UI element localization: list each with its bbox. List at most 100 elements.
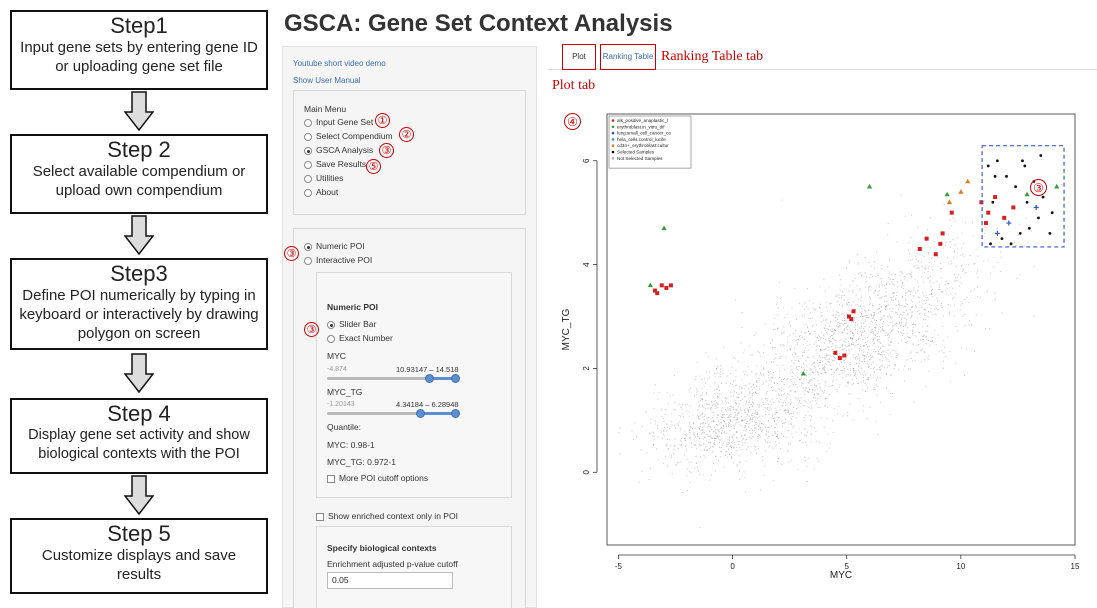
down-arrow-icon xyxy=(124,215,154,256)
plot-tab-annotation: Plot tab xyxy=(552,78,596,93)
cutoff-input[interactable]: 0.05 xyxy=(327,572,453,589)
user-manual-link[interactable]: Show User Manual xyxy=(293,76,361,85)
menu-item-utilities[interactable]: Utilities xyxy=(316,173,344,183)
legend-entry: erythroblast.in_vitro_dif xyxy=(617,124,665,129)
quantile-label: Quantile: xyxy=(327,422,362,432)
data-point xyxy=(1014,185,1018,189)
data-point xyxy=(994,230,1000,236)
data-point xyxy=(842,353,847,358)
exact-number-radio[interactable] xyxy=(327,335,335,343)
data-point xyxy=(1000,237,1004,241)
myc-slider-label: MYC xyxy=(327,351,346,361)
annotation-marker-3: ③ xyxy=(304,322,319,337)
data-point xyxy=(983,221,988,226)
legend-entry: Not Selected Samples xyxy=(617,156,663,161)
x-tick-label: 0 xyxy=(730,562,735,571)
data-point xyxy=(979,200,984,205)
annotation-marker-2: ② xyxy=(399,127,414,142)
menu-radio-save-results[interactable] xyxy=(304,161,312,169)
scatter-plot[interactable]: -5 0 5 10 15 0 2 4 6 alk_positive_anaplastic_ler… xyxy=(555,100,1095,590)
x-axis-label: MYC xyxy=(830,570,852,581)
numeric-poi-title: Numeric POI xyxy=(327,302,379,312)
tab-plot[interactable]: Plot xyxy=(562,44,596,70)
data-point xyxy=(924,236,929,241)
more-cutoff-checkbox[interactable] xyxy=(327,475,335,483)
step-2-box: Step 2 Select available compendium or up… xyxy=(10,134,268,214)
legend-swatch xyxy=(611,131,615,135)
data-point xyxy=(837,356,842,361)
menu-item-gsca-analysis[interactable]: GSCA Analysis xyxy=(316,145,374,155)
slider-bar-radio[interactable] xyxy=(327,321,335,329)
app-title: GSCA: Gene Set Context Analysis xyxy=(284,10,673,37)
exact-number-option[interactable]: Exact Number xyxy=(339,333,393,343)
show-enriched-label[interactable]: Show enriched context only in POI xyxy=(328,511,458,521)
numeric-poi-option[interactable]: Numeric POI xyxy=(316,241,365,251)
step-description: Define POI numerically by typing in keyb… xyxy=(19,287,259,342)
x-tick-label: 15 xyxy=(1071,562,1080,571)
menu-item-about[interactable]: About xyxy=(316,187,339,197)
annotation-marker-1: ① xyxy=(375,113,390,128)
myc-tg-slider-low-handle[interactable] xyxy=(416,409,426,418)
menu-radio-select-compendium[interactable] xyxy=(304,133,312,141)
myc-tg-slider-track[interactable] xyxy=(327,412,455,415)
menu-radio-utilities[interactable] xyxy=(304,175,312,183)
legend-entry: cd34+_erythroblast:cultur xyxy=(617,143,669,148)
numeric-poi-panel xyxy=(316,272,512,498)
myc-slider-track[interactable] xyxy=(327,377,455,380)
myc-slider-low-handle[interactable] xyxy=(425,374,435,383)
tab-ranking-table[interactable]: Ranking Table xyxy=(600,44,656,70)
poi-selection-box xyxy=(981,145,1065,248)
annotation-marker-4: ④ xyxy=(564,113,581,130)
menu-radio-input-gene-set[interactable] xyxy=(304,119,312,127)
legend-swatch xyxy=(611,119,615,122)
interactive-poi-radio[interactable] xyxy=(304,257,312,265)
x-tick-label: -5 xyxy=(615,562,623,571)
numeric-poi-radio[interactable] xyxy=(304,243,312,251)
interactive-poi-option[interactable]: Interactive POI xyxy=(316,255,373,265)
slider-bar-option[interactable]: Slider Bar xyxy=(339,319,377,329)
data-point xyxy=(851,309,856,314)
data-point xyxy=(652,288,657,293)
legend-swatch xyxy=(611,125,615,129)
step-title: Step1 xyxy=(110,13,168,38)
step-title: Step3 xyxy=(110,261,168,286)
data-point xyxy=(933,252,938,257)
step-description: Customize displays and save results xyxy=(41,547,237,583)
data-point xyxy=(989,242,992,246)
menu-radio-about[interactable] xyxy=(304,189,312,197)
plot-frame xyxy=(606,113,1076,546)
data-point xyxy=(659,283,664,288)
myc-tg-slider-min: -1.20143 xyxy=(327,401,355,408)
menu-radio-gsca-analysis[interactable] xyxy=(304,147,312,155)
step-description: Select available compendium or upload ow… xyxy=(32,163,246,199)
youtube-demo-link[interactable]: Youtube short video demo xyxy=(293,59,386,68)
show-enriched-checkbox[interactable] xyxy=(316,513,324,521)
more-cutoff-label[interactable]: More POI cutoff options xyxy=(339,473,429,483)
data-point xyxy=(664,285,669,290)
main-menu-title: Main Menu xyxy=(304,104,347,114)
data-point xyxy=(917,247,922,252)
data-point xyxy=(1018,232,1022,235)
data-point xyxy=(1005,174,1008,178)
step-title: Step 4 xyxy=(107,401,171,426)
myc-tg-slider-label: MYC_TG xyxy=(327,387,363,397)
menu-item-save-results[interactable]: Save Results xyxy=(316,159,367,169)
myc-slider-high-handle[interactable] xyxy=(451,374,460,383)
y-tick-label: 2 xyxy=(582,366,591,371)
menu-item-input-gene-set[interactable]: Input Gene Set xyxy=(316,117,374,127)
data-point xyxy=(833,350,838,355)
data-point xyxy=(938,241,943,246)
menu-item-select-compendium[interactable]: Select Compendium xyxy=(316,131,393,141)
myc-tg-slider-high-handle[interactable] xyxy=(451,409,460,418)
background-sample-points xyxy=(618,184,1063,529)
down-arrow-icon xyxy=(124,353,154,394)
data-point xyxy=(1023,164,1027,168)
data-point xyxy=(1025,200,1029,204)
data-point xyxy=(846,314,851,319)
annotation-marker-3: ③ xyxy=(1030,179,1047,196)
data-point xyxy=(1054,183,1060,189)
myc-slider-min: -4.874 xyxy=(327,366,347,373)
data-point xyxy=(1048,232,1052,235)
data-point xyxy=(1027,226,1031,230)
data-point xyxy=(949,210,954,215)
